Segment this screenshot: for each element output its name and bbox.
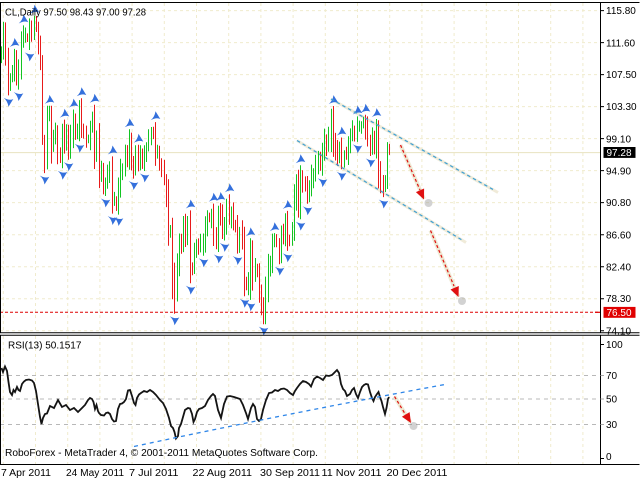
svg-text:97.28: 97.28 <box>607 148 632 159</box>
svg-text:99.10: 99.10 <box>606 134 631 145</box>
svg-text:0: 0 <box>606 452 612 463</box>
svg-text:86.60: 86.60 <box>606 230 631 241</box>
svg-text:RoboForex - MetaTrader 4, © 20: RoboForex - MetaTrader 4, © 2001-2011 Me… <box>5 448 318 459</box>
svg-text:100: 100 <box>606 340 623 351</box>
svg-text:CL,Daily 97.50 98.43 97.00 97: CL,Daily 97.50 98.43 97.00 97.28 <box>5 8 146 19</box>
svg-text:90.80: 90.80 <box>606 198 631 209</box>
svg-text:115.80: 115.80 <box>606 6 636 17</box>
svg-text:24 May 2011: 24 May 2011 <box>66 468 124 479</box>
svg-text:82.40: 82.40 <box>606 263 631 274</box>
svg-text:76.50: 76.50 <box>607 308 632 319</box>
svg-text:107.50: 107.50 <box>606 70 637 81</box>
svg-text:20 Dec 2011: 20 Dec 2011 <box>387 468 448 479</box>
svg-text:30: 30 <box>606 420 618 431</box>
svg-text:50: 50 <box>606 395 618 406</box>
svg-text:78.30: 78.30 <box>606 294 631 305</box>
svg-text:74.10: 74.10 <box>606 326 631 337</box>
svg-text:30 Sep 2011: 30 Sep 2011 <box>260 468 320 479</box>
svg-text:103.30: 103.30 <box>606 102 637 113</box>
svg-text:7 Jul 2011: 7 Jul 2011 <box>129 468 179 479</box>
svg-text:22 Aug 2011: 22 Aug 2011 <box>193 468 253 479</box>
svg-text:11 Nov 2011: 11 Nov 2011 <box>322 468 382 479</box>
svg-text:111.60: 111.60 <box>606 38 636 49</box>
svg-text:94.90: 94.90 <box>606 167 631 178</box>
svg-text:RSI(13) 50.1517: RSI(13) 50.1517 <box>8 341 82 352</box>
svg-text:7 Apr 2011: 7 Apr 2011 <box>1 468 51 479</box>
svg-text:70: 70 <box>606 371 618 382</box>
